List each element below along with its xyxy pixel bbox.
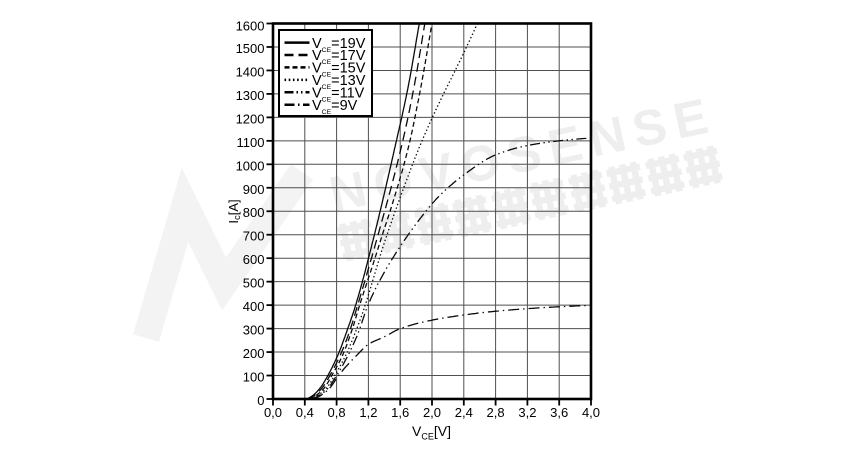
svg-text:100: 100 [243,370,265,385]
svg-text:300: 300 [243,323,265,338]
svg-text:400: 400 [243,299,265,314]
svg-text:1100: 1100 [237,135,265,150]
svg-text:2,8: 2,8 [487,405,505,420]
svg-text:VCE=9V: VCE=9V [312,98,358,116]
svg-text:0,4: 0,4 [296,405,314,420]
svg-text:1500: 1500 [236,41,265,56]
svg-text:0: 0 [257,393,264,408]
svg-text:1400: 1400 [236,64,265,79]
svg-text:1,6: 1,6 [391,405,409,420]
svg-text:4,0: 4,0 [582,405,600,420]
svg-text:1600: 1600 [236,19,265,34]
svg-text:700: 700 [243,229,265,244]
svg-text:1200: 1200 [236,111,265,126]
svg-text:900: 900 [243,182,265,197]
svg-text:500: 500 [243,276,265,291]
svg-text:800: 800 [243,205,265,220]
svg-text:600: 600 [243,252,265,267]
svg-text:0,8: 0,8 [328,405,346,420]
svg-text:1000: 1000 [236,158,265,173]
svg-text:2,4: 2,4 [455,405,473,420]
svg-text:200: 200 [243,346,265,361]
svg-text:3,2: 3,2 [518,405,536,420]
svg-text:1300: 1300 [236,88,265,103]
svg-text:3,6: 3,6 [550,405,568,420]
svg-text:1,2: 1,2 [359,405,377,420]
svg-text:2,0: 2,0 [423,405,441,420]
svg-text:0,0: 0,0 [264,405,282,420]
